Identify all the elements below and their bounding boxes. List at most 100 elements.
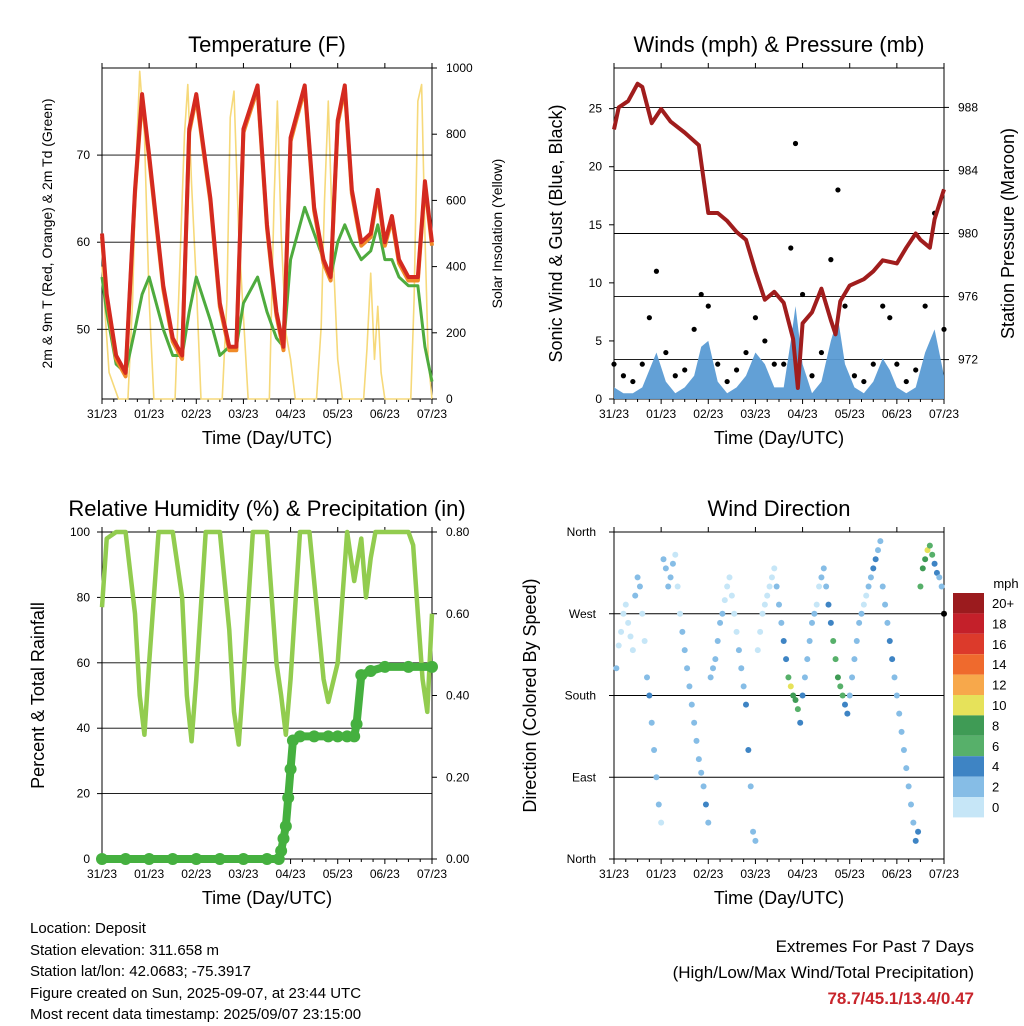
direction-point — [754, 647, 761, 654]
gust-point — [799, 291, 806, 298]
y2-tick-label-0-2: 400 — [446, 260, 466, 274]
x-tick-label-0-0: 31/23 — [87, 407, 117, 421]
y-tick-label-1-1: 5 — [595, 334, 602, 348]
direction-point — [922, 556, 929, 563]
extremes-title: Extremes For Past 7 Days — [775, 937, 974, 956]
direction-point — [620, 610, 627, 617]
direction-point — [851, 656, 858, 663]
y2-tick-label-1-4: 988 — [958, 100, 978, 114]
y-tick-label-2-5: 100 — [70, 525, 90, 539]
y-tick-label-0-1: 60 — [77, 235, 91, 249]
direction-point — [740, 683, 747, 690]
y-axis-label-1: Sonic Wind & Gust (Blue, Black) — [546, 104, 566, 362]
x-tick-label-3-6: 06/23 — [882, 867, 912, 881]
direction-point — [797, 719, 804, 726]
direction-point — [658, 819, 665, 826]
direction-point — [903, 765, 910, 772]
direction-point — [827, 619, 834, 626]
gust-point — [842, 303, 848, 309]
direction-point — [719, 610, 726, 617]
x-axis-label-0: Time (Day/UTC) — [202, 428, 332, 448]
precipitation-point — [294, 730, 306, 743]
x-tick-label-2-2: 02/23 — [181, 867, 211, 881]
direction-point — [882, 601, 889, 608]
x-axis-label-2: Time (Day/UTC) — [202, 888, 332, 908]
x-tick-label-3-4: 04/23 — [788, 867, 818, 881]
direction-point — [875, 547, 881, 554]
direction-point — [816, 583, 823, 590]
x-tick-label-2-0: 31/23 — [87, 867, 117, 881]
y2-tick-label-0-5: 1000 — [446, 61, 473, 75]
gust-point — [762, 338, 768, 344]
direction-point — [766, 583, 773, 590]
gust-point — [880, 303, 886, 309]
direction-point — [726, 574, 733, 581]
y-axis-label-0: 2m & 9m T (Red, Orange) & 2m Td (Green) — [39, 99, 55, 369]
x-tick-label-1-1: 01/23 — [646, 407, 676, 421]
direction-point — [644, 674, 650, 681]
direction-point — [669, 560, 676, 567]
direction-point — [858, 610, 865, 617]
direction-point — [679, 628, 686, 635]
y-tick-label-1-4: 20 — [589, 160, 603, 174]
x-tick-label-0-7: 07/23 — [417, 407, 447, 421]
direction-point — [677, 610, 683, 617]
direction-point — [625, 619, 632, 626]
direction-point — [783, 656, 790, 663]
colorbar-label-9: 2 — [992, 780, 999, 795]
colorbar-swatch-6 — [953, 715, 984, 736]
x-axis-label-3: Time (Day/UTC) — [714, 888, 844, 908]
precipitation-point — [284, 763, 297, 776]
gust-point — [743, 349, 749, 356]
colorbar-swatch-0 — [953, 593, 984, 614]
direction-point — [799, 692, 806, 699]
y2-tick-label-1-0: 972 — [958, 353, 978, 367]
gust-point — [653, 268, 660, 274]
gust-point — [828, 257, 834, 263]
direction-point — [667, 574, 674, 581]
direction-point — [938, 583, 945, 590]
y-tick-label-2-0: 0 — [83, 852, 90, 866]
direction-point — [712, 656, 719, 663]
direction-point — [615, 642, 622, 649]
direction-point — [917, 583, 924, 590]
x-tick-label-2-1: 01/23 — [134, 867, 164, 881]
colorbar-swatch-2 — [953, 633, 984, 655]
direction-point — [684, 665, 691, 672]
y2-tick-label-2-3: 0.60 — [446, 607, 470, 621]
gust-point — [630, 378, 636, 385]
plot-frame-2 — [101, 531, 433, 860]
gust-point — [809, 373, 815, 379]
direction-point — [728, 592, 735, 599]
colorbar-label-2: 16 — [992, 637, 1006, 652]
direction-point — [941, 610, 947, 617]
gust-point — [861, 378, 867, 385]
direction-point — [865, 583, 872, 590]
direction-point — [618, 628, 625, 635]
y2-axis-label-1: Station Pressure (Maroon) — [998, 128, 1018, 339]
direction-point — [662, 565, 669, 572]
gust-point — [922, 303, 928, 309]
colorbar-label-5: 10 — [992, 698, 1006, 713]
gust-point — [639, 361, 645, 367]
direction-point — [926, 542, 933, 549]
x-tick-label-0-5: 05/23 — [323, 407, 353, 421]
y2-tick-label-1-2: 980 — [958, 227, 978, 241]
y-tick-label-2-4: 80 — [77, 590, 91, 604]
gust-point — [835, 187, 841, 193]
direction-point — [665, 583, 672, 590]
direction-point — [747, 783, 754, 790]
precipitation-line — [102, 662, 432, 863]
chart-title-2: Relative Humidity (%) & Precipitation (i… — [68, 496, 465, 521]
direction-point — [813, 601, 820, 608]
direction-point — [693, 737, 700, 744]
relative-humidity-line — [99, 529, 435, 747]
direction-point — [884, 619, 891, 626]
x-tick-label-2-5: 05/23 — [323, 867, 353, 881]
gust-point — [903, 378, 909, 385]
x-tick-label-1-7: 07/23 — [929, 407, 959, 421]
direction-point — [653, 774, 660, 781]
extremes-values: 78.7/45.1/13.4/0.47 — [827, 989, 974, 1008]
gust-point — [733, 367, 740, 373]
colorbar-label-4: 12 — [992, 678, 1006, 693]
